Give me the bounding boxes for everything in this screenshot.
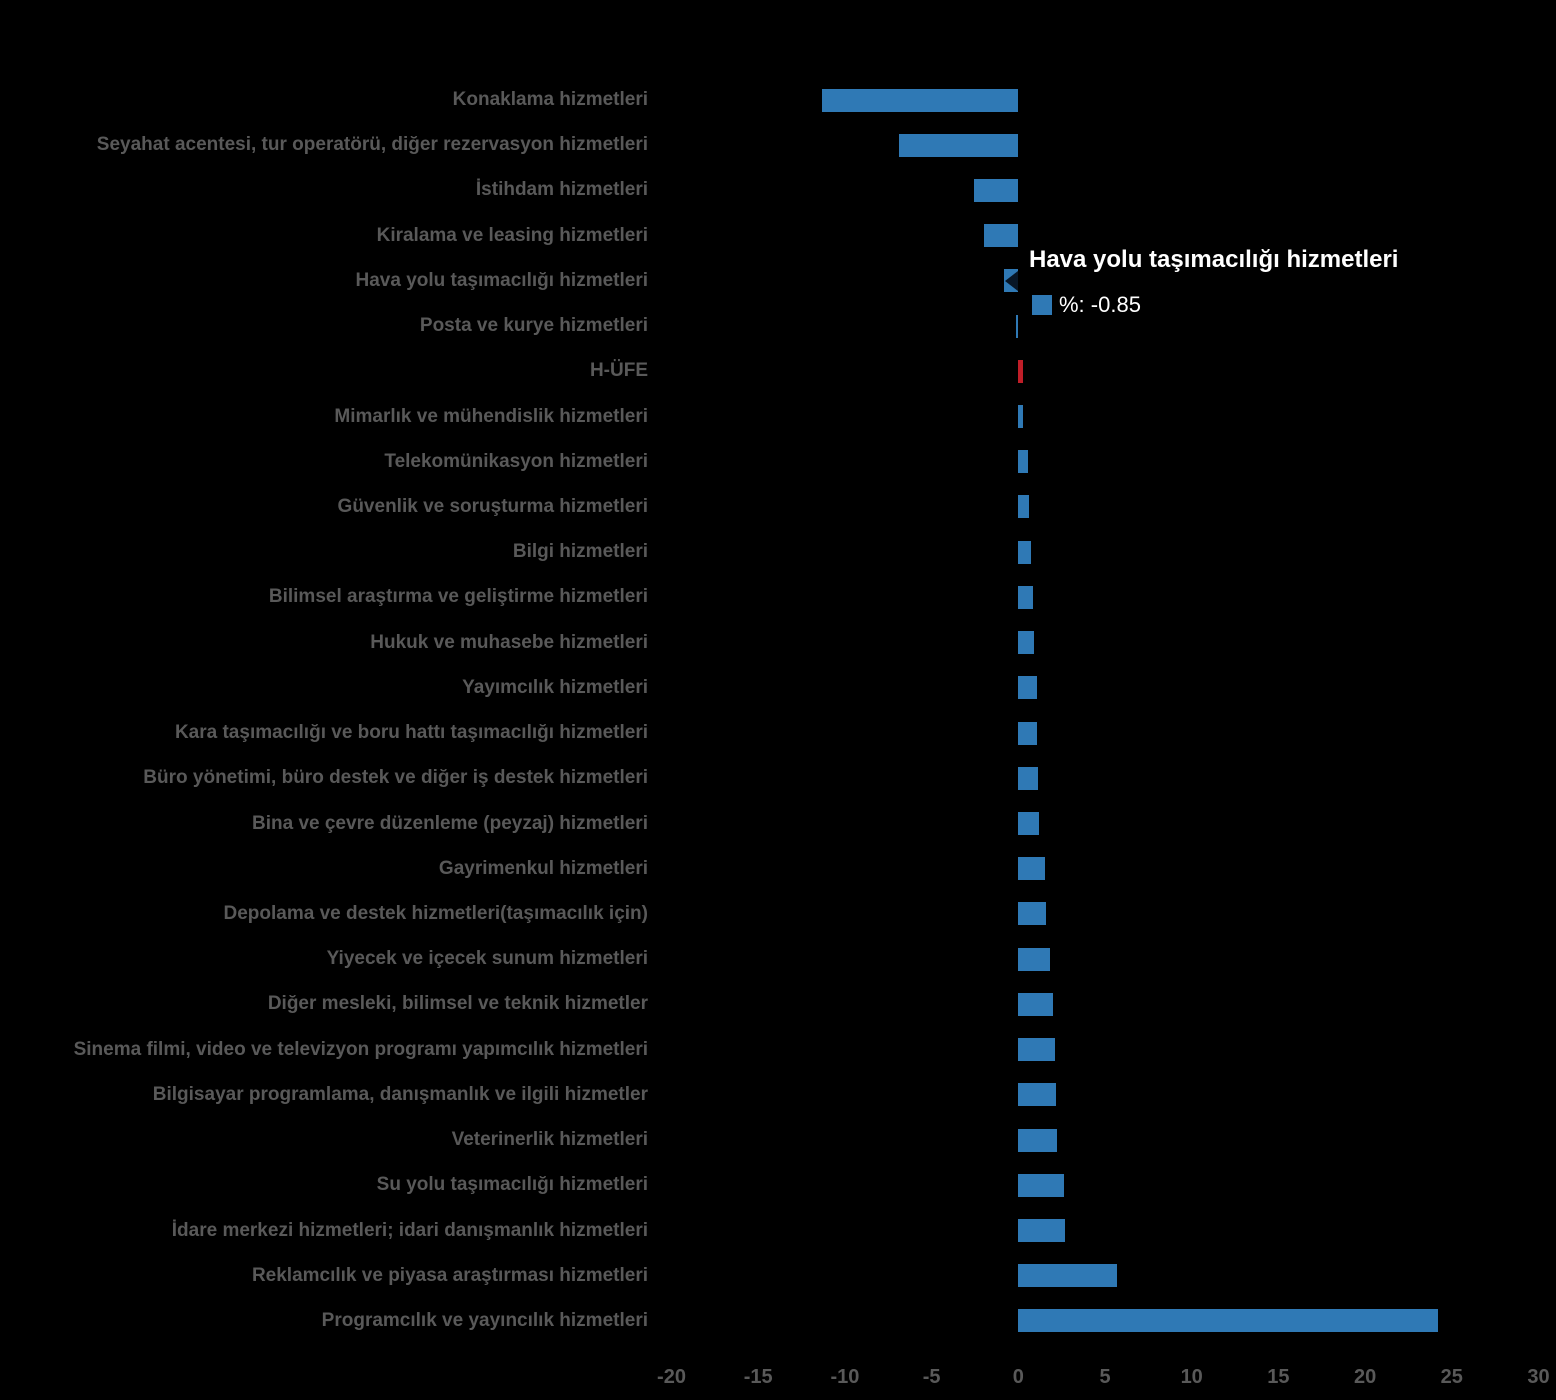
- bar[interactable]: [1018, 676, 1037, 700]
- category-label-9: Telekomünikasyon hizmetleri: [384, 450, 648, 472]
- x-axis-tick: 15: [1267, 1366, 1290, 1388]
- category-label-1: Konaklama hizmetleri: [452, 89, 648, 110]
- x-axis-tick: 5: [1099, 1366, 1111, 1388]
- category-label-11: Bilgi hizmetleri: [512, 541, 648, 563]
- bar[interactable]: [984, 224, 1019, 248]
- bar[interactable]: [1018, 766, 1039, 790]
- bar[interactable]: [1018, 1264, 1118, 1288]
- category-label-23: Bilgisayar programlama, danışmanlık ve i…: [152, 1083, 648, 1105]
- category-label-28: Programcılık ve yayıncılık hizmetleri: [321, 1309, 648, 1331]
- category-label-12: Bilimsel araştırma ve geliştirme hizmetl…: [268, 586, 648, 608]
- bar[interactable]: [1018, 631, 1034, 655]
- x-axis-tick: -20: [657, 1366, 686, 1388]
- bar[interactable]: [1018, 902, 1047, 926]
- bar[interactable]: [1018, 947, 1050, 971]
- x-axis-tick: -10: [830, 1366, 860, 1388]
- bar[interactable]: [1018, 450, 1028, 474]
- category-label-10: Güvenlik ve soruşturma hizmetleri: [337, 495, 648, 517]
- category-label-20: Yiyecek ve içecek sunum hizmetleri: [326, 948, 648, 970]
- category-label-16: Büro yönetimi, büro destek ve diğer iş d…: [143, 767, 648, 789]
- category-label-4: Kiralama ve leasing hizmetleri: [376, 224, 648, 246]
- category-label-3: İstihdam hizmetleri: [475, 179, 648, 201]
- category-label-25: Su yolu taşımacılığı hizmetleri: [376, 1174, 648, 1196]
- tooltip-title: Hava yolu taşımacılığı hizmetleri: [1029, 246, 1399, 273]
- bar[interactable]: [1018, 585, 1034, 609]
- category-label-21: Diğer mesleki, bilimsel ve teknik hizmet…: [267, 993, 648, 1015]
- bar[interactable]: [1018, 1038, 1055, 1062]
- x-axis-tick: 30: [1527, 1366, 1550, 1388]
- bar[interactable]: [1018, 857, 1046, 881]
- tooltip-value: %: -0.85: [1059, 292, 1141, 317]
- bar[interactable]: [1018, 1128, 1058, 1152]
- category-label-22: Sinema filmi, video ve televizyon progra…: [73, 1038, 648, 1060]
- x-axis-tick: 25: [1440, 1366, 1463, 1388]
- category-label-18: Gayrimenkul hizmetleri: [438, 857, 648, 879]
- bar[interactable]: [822, 88, 1019, 112]
- x-axis-tick: 10: [1180, 1366, 1203, 1388]
- category-label-19: Depolama ve destek hizmetleri(taşımacılı…: [223, 902, 648, 924]
- bar[interactable]: [1018, 1309, 1438, 1333]
- tooltip-series-swatch-icon: [1032, 295, 1052, 315]
- bar[interactable]: [1018, 1173, 1065, 1197]
- category-label-7: H-ÜFE: [589, 360, 648, 382]
- bar[interactable]: [1018, 1083, 1056, 1107]
- category-label-15: Kara taşımacılığı ve boru hattı taşımacı…: [174, 722, 648, 744]
- category-label-26: İdare merkezi hizmetleri; idari danışman…: [171, 1219, 648, 1241]
- mouse-cursor-icon: [1005, 271, 1018, 291]
- category-label-6: Posta ve kurye hizmetleri: [419, 315, 648, 337]
- x-axis-tick: -5: [922, 1366, 941, 1388]
- category-label-14: Yayımcılık hizmetleri: [462, 676, 648, 698]
- bar[interactable]: [1018, 812, 1040, 836]
- bar[interactable]: [1018, 540, 1032, 564]
- bar[interactable]: [974, 178, 1019, 202]
- category-label-24: Veterinerlik hizmetleri: [451, 1129, 648, 1151]
- category-label-5: Hava yolu taşımacılığı hizmetleri: [355, 269, 649, 291]
- x-axis-tick: -15: [743, 1366, 773, 1388]
- bar[interactable]: [1016, 314, 1019, 338]
- bar[interactable]: [1018, 721, 1037, 745]
- bar[interactable]: [1018, 992, 1053, 1016]
- x-axis-tick: 0: [1012, 1366, 1024, 1388]
- category-label-2: Seyahat acentesi, tur operatörü, diğer r…: [96, 134, 648, 156]
- x-axis-tick: 20: [1353, 1366, 1377, 1388]
- category-label-17: Bina ve çevre düzenleme (peyzaj) hizmetl…: [252, 812, 648, 834]
- category-label-8: Mimarlık ve mühendislik hizmetleri: [334, 405, 648, 427]
- bar[interactable]: [898, 133, 1019, 157]
- tooltip-value-row: %: -0.85: [1032, 292, 1141, 318]
- bar[interactable]: [1018, 495, 1029, 519]
- bar-hufe-index[interactable]: [1018, 359, 1023, 383]
- bar[interactable]: [1018, 1219, 1066, 1242]
- category-label-13: Hukuk ve muhasebe hizmetleri: [370, 631, 648, 653]
- bar[interactable]: [1018, 405, 1024, 429]
- category-label-27: Reklamcılık ve piyasa araştırması hizmet…: [251, 1264, 648, 1286]
